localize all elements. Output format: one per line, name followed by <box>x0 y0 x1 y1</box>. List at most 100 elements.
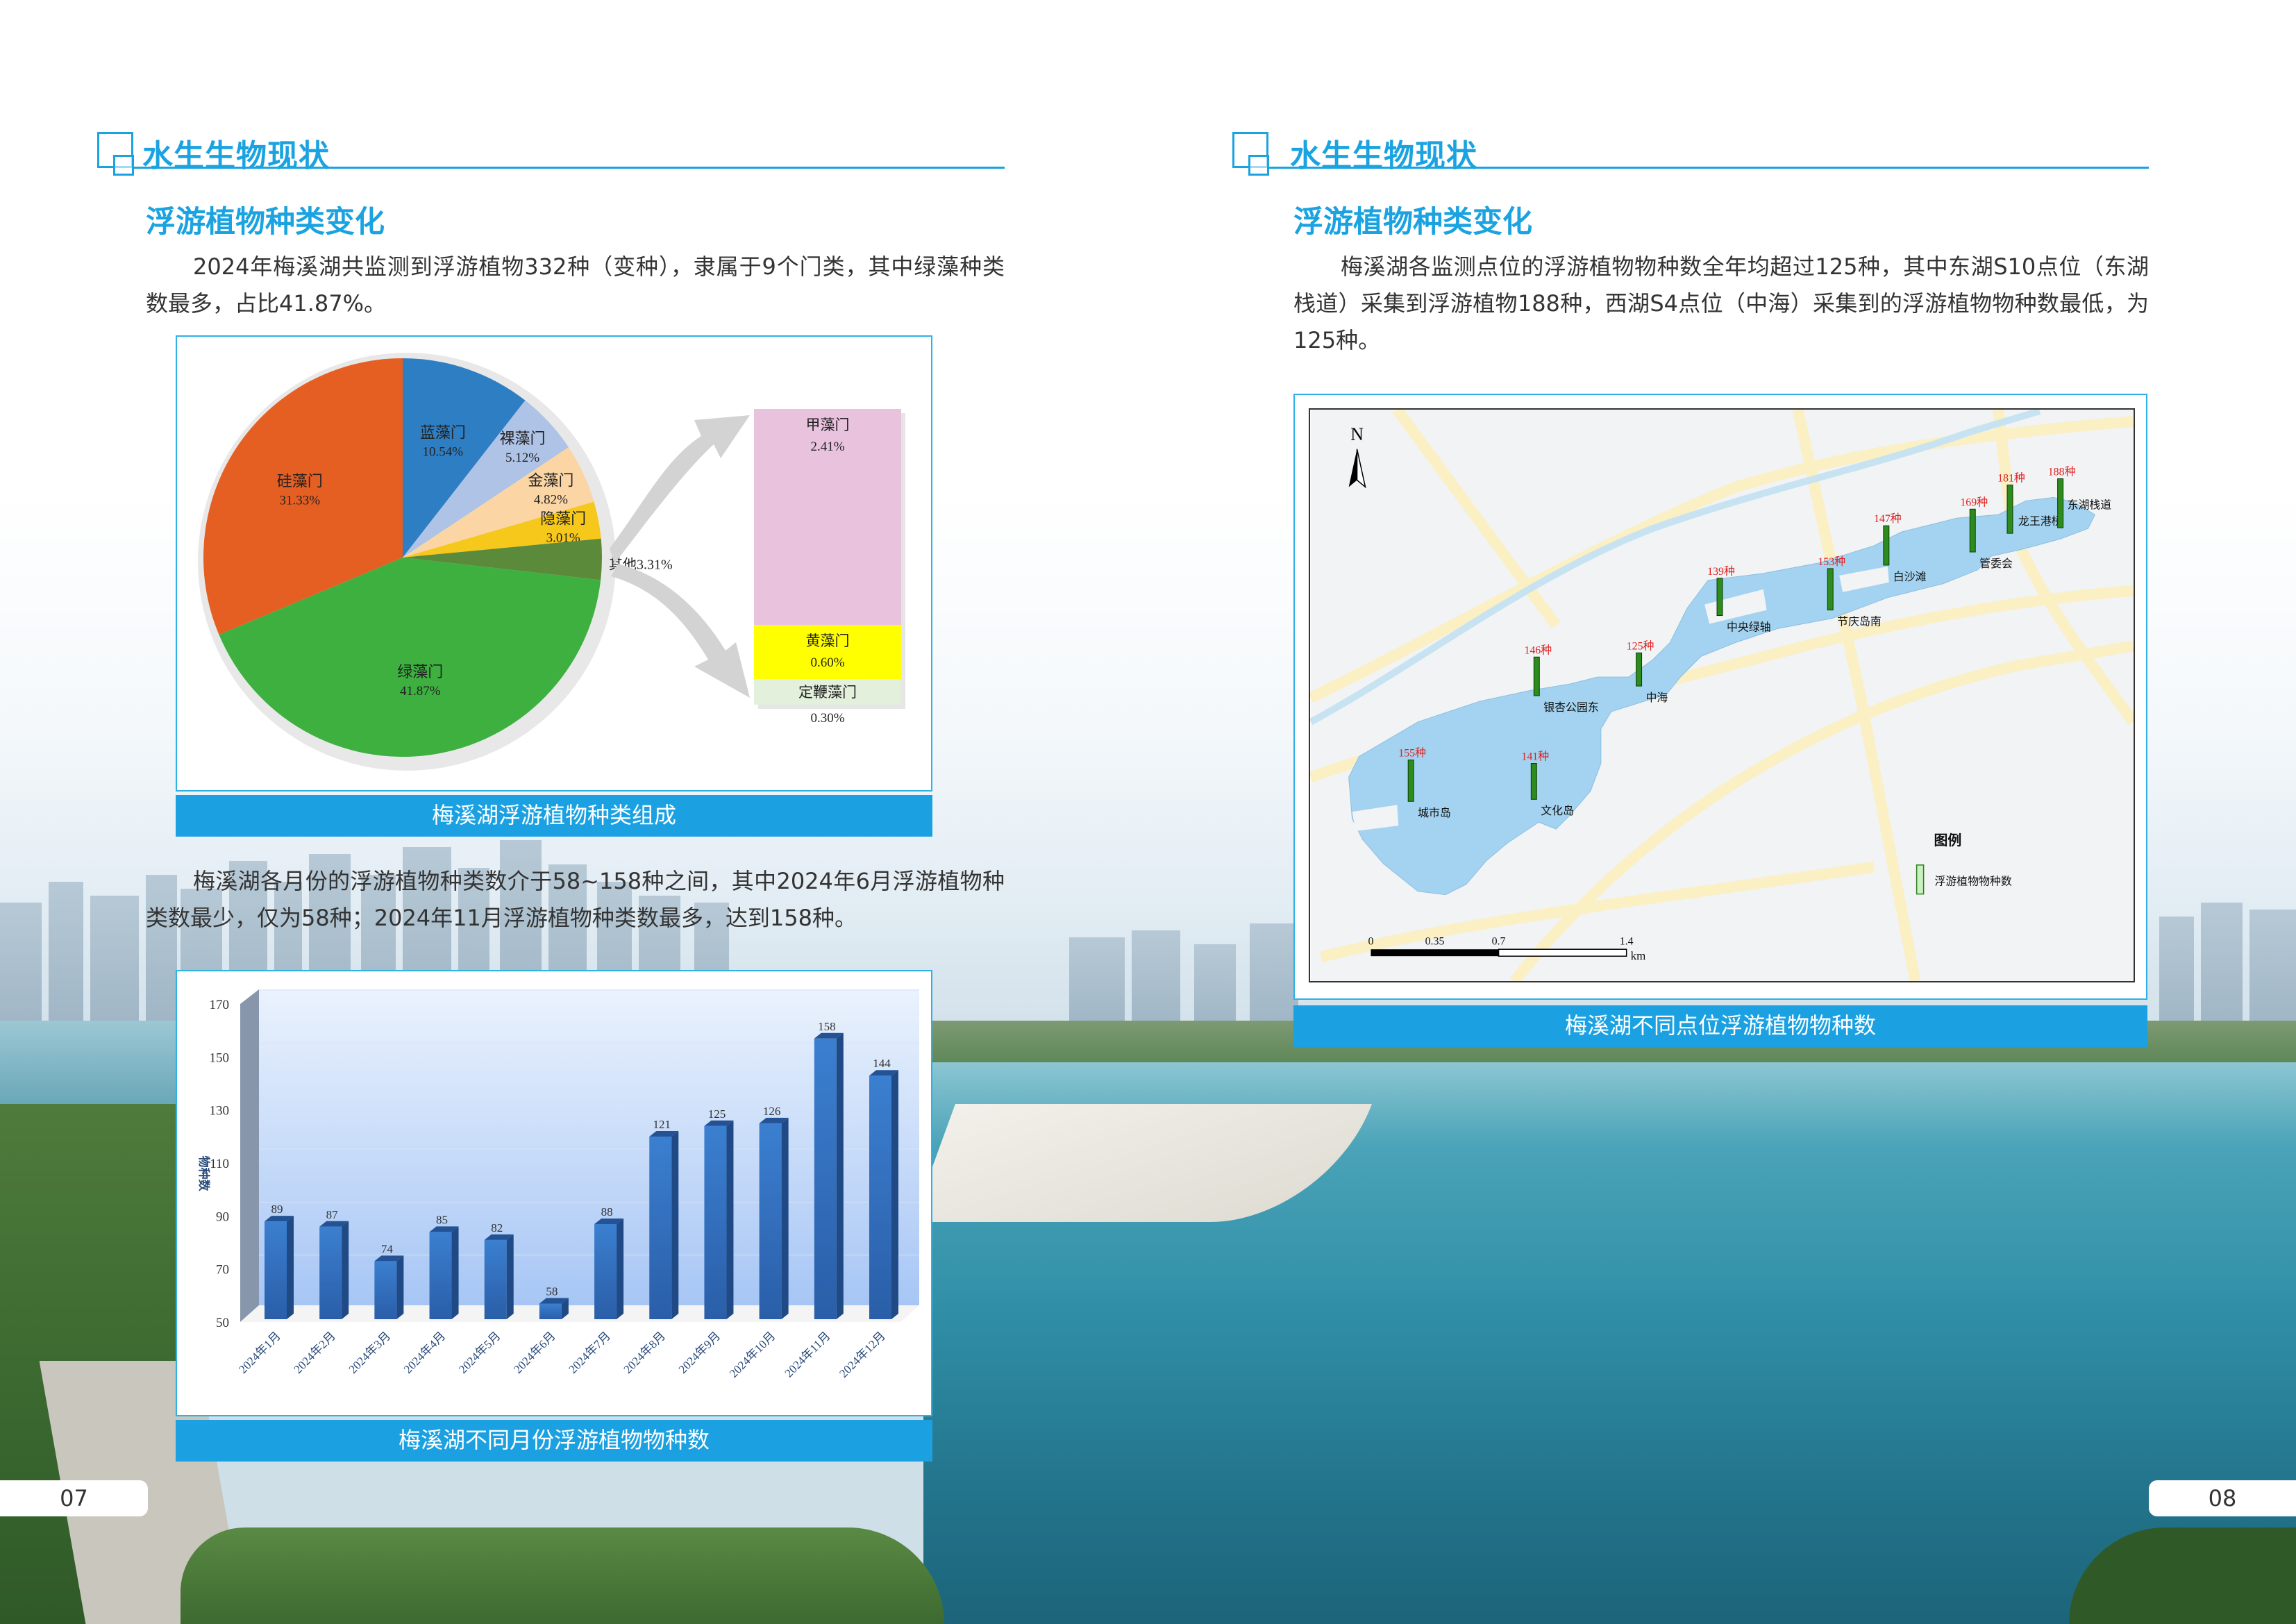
bar-side-2024年9月 <box>726 1120 734 1319</box>
section-header-icon-inner <box>1248 155 1269 176</box>
map-river <box>1310 410 2041 726</box>
bar-value-label: 158 <box>818 1020 836 1033</box>
bar-2024年8月 <box>649 1137 672 1319</box>
scale-bar-hollow <box>1498 948 1627 957</box>
bar-chart: 50 70 90 110 130 150 170 物种数 89 2024年1月 87 2024年2月 7… <box>197 989 919 1380</box>
x-tick-label: 2024年9月 <box>676 1329 723 1376</box>
site-name-label: 中央绿轴 <box>1727 621 1771 633</box>
breakdown-label-黄藻门: 黄藻门 <box>806 633 850 649</box>
bar-chart-caption: 梅溪湖不同月份浮游植物物种数 <box>176 1420 932 1462</box>
pie-value-绿藻门: 41.87% <box>400 684 441 698</box>
map-road <box>1319 861 1875 962</box>
x-tick-label: 2024年10月 <box>727 1329 778 1380</box>
bar-2024年7月 <box>594 1223 617 1319</box>
bar-value-label: 82 <box>491 1221 503 1234</box>
y-tick-label: 130 <box>210 1104 230 1119</box>
bar-top-2024年8月 <box>649 1131 679 1137</box>
paragraph-monthly: 梅溪湖各月份的浮游植物种类数介于58~158种之间，其中2024年6月浮游植物种… <box>146 868 1005 931</box>
bar-top-2024年6月 <box>539 1298 569 1304</box>
pie-slice-绿藻门 <box>219 558 601 757</box>
breakdown-segment-黄藻门 <box>754 625 901 679</box>
bar-side-2024年11月 <box>836 1032 844 1319</box>
background-building <box>2159 916 2194 1028</box>
bar-side-2024年7月 <box>617 1218 624 1319</box>
scale-tick-label: 0 <box>1368 935 1373 947</box>
background-building <box>1132 930 1180 1028</box>
site-value-label: 169种 <box>1960 496 1988 508</box>
bar-side-2024年4月 <box>451 1226 459 1319</box>
map-island <box>1839 566 1889 592</box>
pie-chart: 蓝藻门10.54%裸藻门5.12%金藻门4.82%隐藻门3.01%其他3.31%… <box>198 353 905 771</box>
paragraph-composition: 2024年梅溪湖共监测到浮游植物332种（变种），隶属于9个门类，其中绿藻种类数… <box>146 253 1005 317</box>
scale-tick-label: 0.35 <box>1425 935 1445 947</box>
breakdown-label-甲藻门: 甲藻门 <box>806 417 850 433</box>
breakdown-arrow-lower <box>611 564 750 698</box>
site-value-label: 146种 <box>1524 644 1552 656</box>
pie-value-金藻门: 4.82% <box>534 493 568 508</box>
y-axis-title: 物种数 <box>197 1156 211 1192</box>
x-tick-label: 2024年8月 <box>621 1329 669 1376</box>
pie-value-蓝藻门: 10.54% <box>423 445 464 460</box>
bar-value-label: 74 <box>381 1242 394 1255</box>
background-building <box>2201 903 2243 1028</box>
site-name-label: 文化岛 <box>1541 805 1574 817</box>
bar-2024年6月 <box>539 1303 562 1319</box>
bar-chart-frame: 50 70 90 110 130 150 170 物种数 89 2024年1月 87 2024年2月 7… <box>176 970 932 1416</box>
bar-value-label: 144 <box>873 1057 891 1070</box>
site-name-label: 管委会 <box>1979 558 2013 570</box>
bar-top-2024年10月 <box>759 1117 789 1123</box>
subsection-title: 浮游植物种类变化 <box>146 205 385 240</box>
site-bar-中海 <box>1636 652 1643 687</box>
site-value-label: 125种 <box>1627 639 1654 652</box>
bar-top-2024年2月 <box>319 1221 349 1227</box>
breakdown-value-甲藻门: 2.41% <box>810 440 844 454</box>
site-name-label: 东湖栈道 <box>2068 499 2112 511</box>
site-bar-城市岛 <box>1407 760 1414 802</box>
y-tick-label: 90 <box>216 1209 229 1224</box>
bar-side-2024年3月 <box>396 1255 404 1319</box>
site-bar-管委会 <box>1969 508 1976 553</box>
map-road <box>1510 640 2134 981</box>
legend-bar-icon <box>1916 864 1925 895</box>
bar-chart-back-wall <box>259 989 919 1305</box>
background-water-left <box>0 1021 181 1104</box>
y-tick-label: 150 <box>210 1050 230 1065</box>
y-tick-label: 110 <box>210 1157 229 1171</box>
pie-label-绿藻门: 绿藻门 <box>397 663 443 680</box>
breakdown-segment-定鞭藻门 <box>754 679 901 705</box>
site-name-label: 白沙滩 <box>1893 571 1927 583</box>
bar-value-label: 85 <box>436 1213 448 1226</box>
pie-slice-硅藻门 <box>203 358 403 635</box>
site-bar-龙王港桥 <box>2006 484 2013 534</box>
site-bar-白沙滩 <box>1883 525 1890 566</box>
page-number: 07 <box>0 1480 148 1516</box>
pie-label-裸藻门: 裸藻门 <box>500 430 546 447</box>
bar-top-2024年12月 <box>869 1070 898 1076</box>
legend-item-label: 浮游植物物种数 <box>1935 876 2012 888</box>
bar-value-label: 88 <box>601 1205 613 1219</box>
y-tick-label: 50 <box>216 1316 229 1330</box>
x-tick-label: 2024年5月 <box>456 1329 503 1376</box>
paragraph-sites: 梅溪湖各监测点位的浮游植物物种数全年均超过125种，其中东湖S10点位（东湖栈道… <box>1293 253 2149 353</box>
x-tick-label: 2024年4月 <box>401 1329 449 1376</box>
pie-chart-caption: 梅溪湖浮游植物种类组成 <box>176 795 932 837</box>
pie-value-裸藻门: 5.12% <box>505 451 539 465</box>
background-greenery-bottom <box>181 1527 944 1624</box>
north-arrow-label: N <box>1350 424 1364 444</box>
bar-value-label: 87 <box>326 1208 339 1221</box>
background-building <box>49 882 83 1028</box>
background-building <box>1194 944 1236 1028</box>
bar-side-2024年12月 <box>891 1070 898 1319</box>
x-tick-label: 2024年7月 <box>566 1329 613 1376</box>
bar-value-label: 126 <box>763 1105 781 1118</box>
pie-label-隐藻门: 隐藻门 <box>540 510 586 528</box>
map-caption: 梅溪湖不同点位浮游植物物种数 <box>1293 1005 2147 1047</box>
pie-label-硅藻门: 硅藻门 <box>277 473 323 490</box>
background-building <box>1250 923 1298 1028</box>
breakdown-value-黄藻门: 0.60% <box>810 655 844 670</box>
background-building <box>0 903 42 1028</box>
pie-value-硅藻门: 31.33% <box>280 494 321 508</box>
site-value-label: 181种 <box>1997 471 2025 484</box>
y-tick-label: 70 <box>216 1263 229 1278</box>
map-frame: N 155种 城市岛 141种 文化岛 146种 银杏公园东 125种 中海 139种 中央绿轴 15… <box>1293 394 2147 1000</box>
